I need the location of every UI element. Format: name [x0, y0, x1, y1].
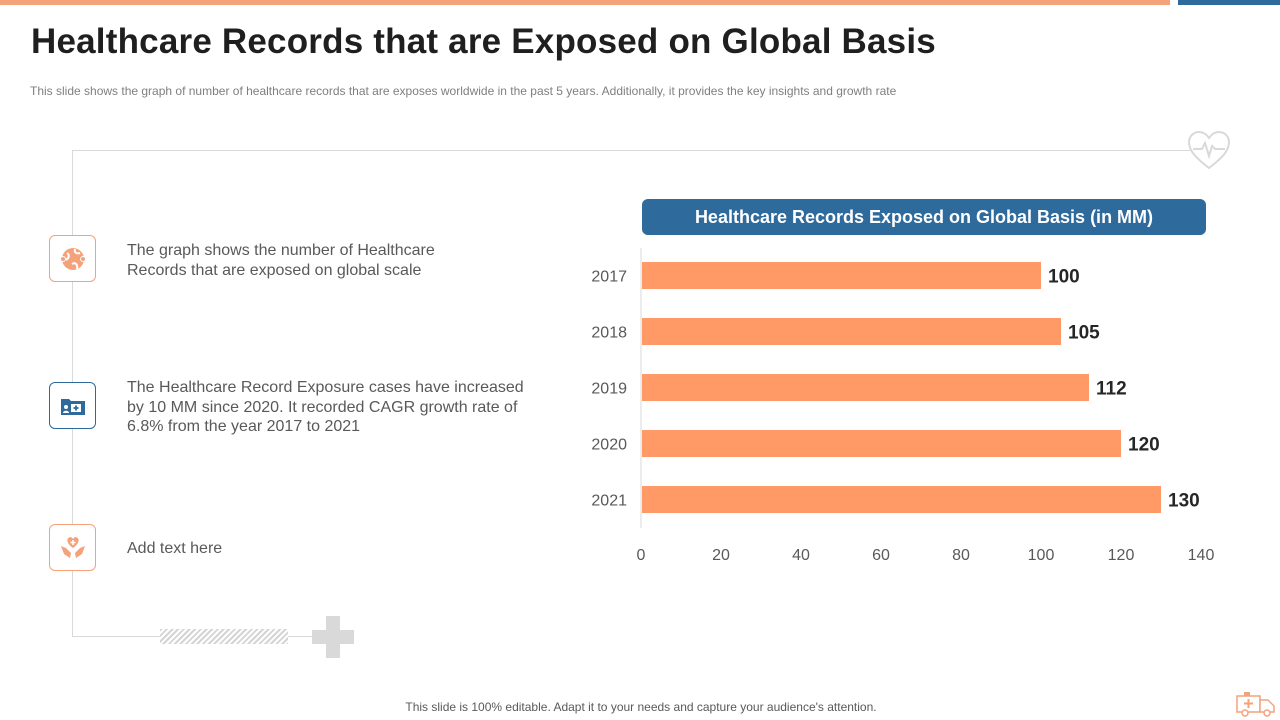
y-tick-label: 2021 [591, 493, 627, 510]
medical-cross-icon [312, 616, 354, 658]
bar-2018 [642, 318, 1061, 345]
chart-title: Healthcare Records Exposed on Global Bas… [642, 199, 1206, 235]
x-tick-label: 40 [792, 547, 810, 564]
point-text-line: The Healthcare Record Exposure cases hav… [127, 379, 524, 396]
x-tick-label: 100 [1028, 547, 1055, 564]
frame-line-top [72, 150, 1192, 151]
heartbeat-icon [1187, 130, 1231, 170]
point-text-1: The graph shows the number of Healthcare… [127, 241, 435, 280]
footer-note: This slide is 100% editable. Adapt it to… [405, 700, 877, 714]
point-text-line: Records that are exposed on global scale [127, 261, 422, 279]
bar-2021 [642, 486, 1161, 513]
point-text-line: by 10 MM since 2020. It recorded CAGR gr… [127, 398, 518, 416]
bar-2020 [642, 430, 1121, 457]
bar-2019 [642, 374, 1089, 401]
point-text-line: 6.8% from the year 2017 to 2021 [127, 418, 361, 435]
y-tick-label: 2020 [591, 437, 627, 454]
point-text-line: Add text here [127, 540, 223, 557]
top-accent-bar-blue [1178, 0, 1280, 5]
point-text-2: The Healthcare Record Exposure cases hav… [127, 378, 524, 437]
hands-heart-icon-box [49, 524, 96, 571]
hatch-decoration [160, 629, 288, 644]
y-tick-label: 2019 [591, 381, 627, 398]
globe-network-icon-box [49, 235, 96, 282]
x-tick-label: 60 [872, 547, 890, 564]
data-label: 120 [1128, 435, 1160, 456]
ambulance-icon [1236, 692, 1275, 717]
x-tick-label: 80 [952, 547, 970, 564]
x-tick-label: 20 [712, 547, 730, 564]
data-label: 100 [1048, 267, 1080, 288]
bar-chart: 2017 100 2018 105 2019 112 2020 120 2021 130 0 20 40… [591, 248, 1215, 564]
top-accent-bar-orange [0, 0, 1170, 5]
medical-folder-icon [60, 398, 85, 415]
hands-heart-icon [60, 536, 85, 558]
x-tick-label: 120 [1108, 547, 1135, 564]
medical-folder-icon-box [49, 382, 96, 429]
x-tick-label: 140 [1188, 547, 1215, 564]
slide-subtitle: This slide shows the graph of number of … [30, 84, 897, 98]
bar-2017 [642, 262, 1041, 289]
globe-network-icon [59, 247, 86, 270]
point-text-3: Add text here [127, 539, 222, 559]
data-label: 105 [1068, 323, 1100, 344]
point-text-line: The graph shows the number of Healthcare [127, 242, 435, 259]
data-label: 112 [1096, 379, 1127, 400]
data-label: 130 [1168, 491, 1200, 512]
y-tick-label: 2018 [591, 325, 627, 342]
y-tick-label: 2017 [591, 269, 627, 286]
x-tick-label: 0 [637, 547, 646, 564]
slide-title: Healthcare Records that are Exposed on G… [31, 22, 936, 61]
